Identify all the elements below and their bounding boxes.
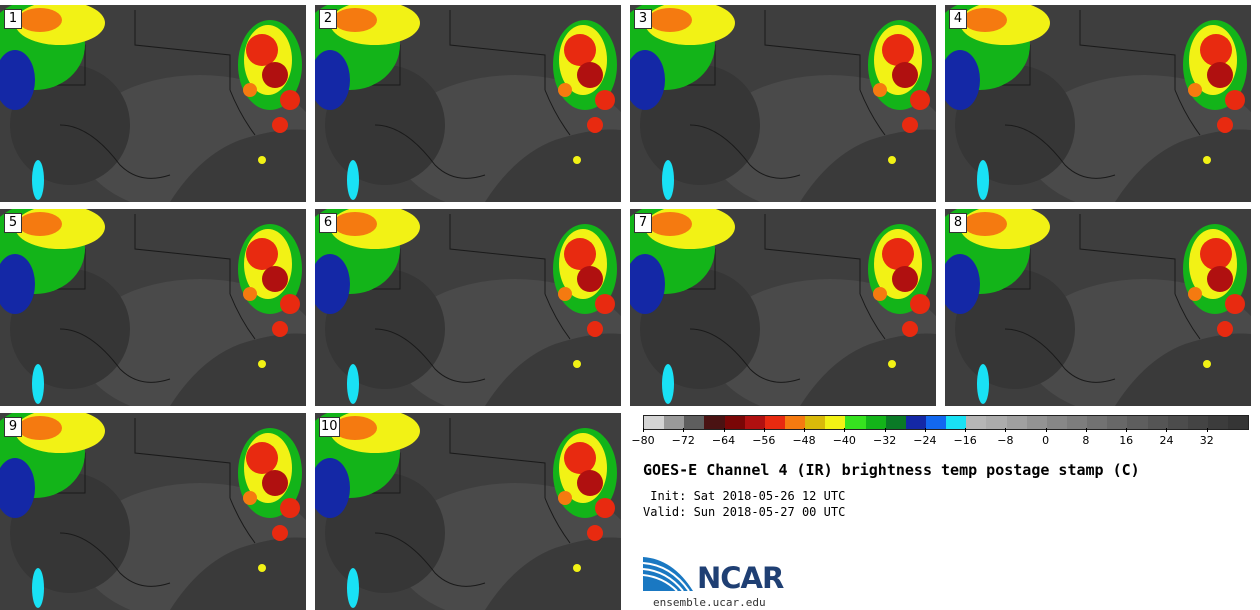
colorbar-swatch	[1006, 416, 1027, 429]
panel-1: 1	[0, 5, 306, 202]
panel-8: 8	[945, 209, 1251, 406]
colorbar-swatch	[885, 416, 906, 429]
panel-2: 2	[315, 5, 621, 202]
colorbar-swatch	[644, 416, 665, 429]
ncar-logo-icon	[643, 557, 693, 592]
colorbar-tick-label: −16	[953, 434, 977, 447]
colorbar-swatch	[1207, 416, 1229, 429]
colorbar-tick-label: 32	[1199, 434, 1214, 447]
satellite-map	[315, 413, 621, 610]
colorbar-tick-label: 16	[1119, 434, 1134, 447]
colorbar-swatch	[1187, 416, 1208, 429]
colorbar-tick	[763, 428, 765, 432]
colorbar-ticks: −80 −72 −64 −56 −48 −40 −32 −24 −16 −8 0 8 16 24 32	[631, 428, 1247, 448]
colorbar-tick-label: −40	[832, 434, 856, 447]
satellite-map	[0, 5, 306, 202]
colorbar-swatch	[1046, 416, 1067, 429]
satellite-map	[945, 209, 1251, 406]
panel-number: 1	[4, 9, 22, 29]
colorbar-swatch	[1167, 416, 1188, 429]
colorbar-tick	[844, 428, 846, 432]
panel-number: 5	[4, 213, 22, 233]
colorbar-swatch	[664, 416, 685, 429]
colorbar-tick-label: 24	[1159, 434, 1174, 447]
colorbar-tick	[924, 428, 926, 432]
figure-title: GOES-E Channel 4 (IR) brightness temp po…	[643, 461, 1140, 479]
satellite-map	[315, 209, 621, 406]
satellite-map	[630, 5, 936, 202]
colorbar-tick-label: −64	[711, 434, 736, 447]
panel-number: 8	[949, 213, 967, 233]
colorbar-tick	[884, 428, 886, 432]
colorbar-tick	[683, 428, 685, 432]
colorbar-swatch	[805, 416, 826, 429]
colorbar-tick	[643, 428, 644, 432]
panel-7: 7	[630, 209, 936, 406]
colorbar-swatch	[946, 416, 967, 429]
colorbar-tick	[965, 428, 967, 432]
colorbar-swatch	[925, 416, 947, 429]
colorbar-tick	[1166, 428, 1168, 432]
colorbar-swatch	[905, 416, 926, 429]
logo-url: ensemble.ucar.edu	[653, 596, 766, 609]
panel-number: 2	[319, 9, 337, 29]
colorbar-swatch	[784, 416, 806, 429]
colorbar-tick	[804, 428, 806, 432]
panel-number: 7	[634, 213, 652, 233]
satellite-map	[0, 209, 306, 406]
colorbar-tick-label: −80	[631, 434, 655, 447]
colorbar-swatch	[986, 416, 1007, 429]
satellite-map	[0, 413, 306, 610]
satellite-map	[945, 5, 1251, 202]
colorbar-swatch	[1147, 416, 1168, 429]
colorbar-swatch	[724, 416, 745, 429]
colorbar-tick	[1206, 428, 1208, 432]
colorbar-swatch	[1107, 416, 1128, 429]
colorbar-tick-label: 0	[1042, 434, 1050, 447]
colorbar-swatch	[865, 416, 886, 429]
panel-number: 9	[4, 417, 22, 437]
colorbar-swatch	[704, 416, 725, 429]
panel-9: 9	[0, 413, 306, 610]
colorbar-tick-label: −8	[997, 434, 1014, 447]
colorbar-swatch	[1066, 416, 1088, 429]
satellite-map	[315, 5, 621, 202]
colorbar	[643, 415, 1249, 430]
colorbar-swatch	[825, 416, 846, 429]
panel-3: 3	[630, 5, 936, 202]
panel-5: 5	[0, 209, 306, 406]
colorbar-tick-label: −56	[752, 434, 776, 447]
colorbar-tick	[1005, 428, 1007, 432]
colorbar-swatch	[764, 416, 785, 429]
satellite-map	[630, 209, 936, 406]
colorbar-swatch	[1127, 416, 1148, 429]
colorbar-tick-label: −48	[792, 434, 816, 447]
panel-number: 3	[634, 9, 652, 29]
colorbar-tick	[723, 428, 725, 432]
colorbar-swatch	[966, 416, 987, 429]
panel-6: 6	[315, 209, 621, 406]
colorbar-swatch	[684, 416, 705, 429]
colorbar-tick-label: −24	[913, 434, 937, 447]
colorbar-tick-label: 8	[1082, 434, 1090, 447]
panel-number: 6	[319, 213, 337, 233]
valid-time: Valid: Sun 2018-05-27 00 UTC	[643, 505, 846, 519]
colorbar-swatch	[1228, 416, 1249, 429]
panel-number: 10	[319, 417, 340, 437]
colorbar-tick	[1126, 428, 1128, 432]
panel-4: 4	[945, 5, 1251, 202]
colorbar-tick-label: −72	[671, 434, 695, 447]
colorbar-swatch	[845, 416, 866, 429]
init-time: Init: Sat 2018-05-26 12 UTC	[643, 489, 846, 503]
colorbar-swatch	[1087, 416, 1108, 429]
panel-10: 10	[315, 413, 621, 610]
colorbar-tick	[1045, 428, 1047, 432]
colorbar-swatch	[744, 416, 765, 429]
panel-number: 4	[949, 9, 967, 29]
colorbar-tick	[1085, 428, 1087, 432]
colorbar-swatch	[1026, 416, 1047, 429]
logo-name: NCAR	[697, 561, 784, 595]
colorbar-tick-label: −32	[872, 434, 897, 447]
